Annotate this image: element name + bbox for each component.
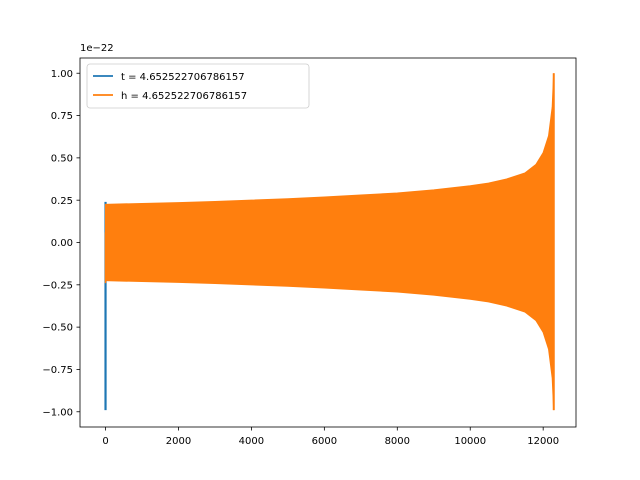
legend-label: t = 4.652522706786157 — [121, 72, 245, 83]
x-tick-label: 2000 — [166, 436, 191, 447]
y-tick-label: −1.00 — [42, 407, 73, 418]
x-tick-label: 8000 — [385, 436, 410, 447]
y-tick-label: −0.25 — [42, 280, 73, 291]
x-tick-label: 6000 — [312, 436, 337, 447]
y-tick-label: 0.75 — [51, 111, 73, 122]
x-tick-label: 4000 — [239, 436, 264, 447]
plot-area — [104, 73, 555, 411]
legend: t = 4.652522706786157 h = 4.6525227067861… — [86, 63, 310, 109]
y-tick-label: −0.75 — [42, 365, 73, 376]
legend-box — [86, 63, 310, 109]
x-axis: 0 2000 4000 6000 8000 10000 12000 — [102, 427, 559, 447]
y-tick-label: 0.00 — [51, 238, 73, 249]
y-tick-label: 1.00 — [51, 69, 73, 80]
y-tick-label: 0.50 — [51, 153, 73, 164]
x-tick-label: 12000 — [527, 436, 559, 447]
y-tick-label: 0.25 — [51, 196, 73, 207]
y-axis: −1.00 −0.75 −0.50 −0.25 0.00 0.25 0.50 0.75 1.00 — [42, 69, 80, 418]
x-tick-label: 10000 — [454, 436, 486, 447]
x-tick-label: 0 — [102, 436, 108, 447]
y-tick-label: −0.50 — [42, 323, 73, 334]
series-layer — [104, 73, 555, 411]
legend-label: h = 4.652522706786157 — [121, 91, 247, 102]
y-offset-label: 1e−22 — [80, 43, 114, 54]
